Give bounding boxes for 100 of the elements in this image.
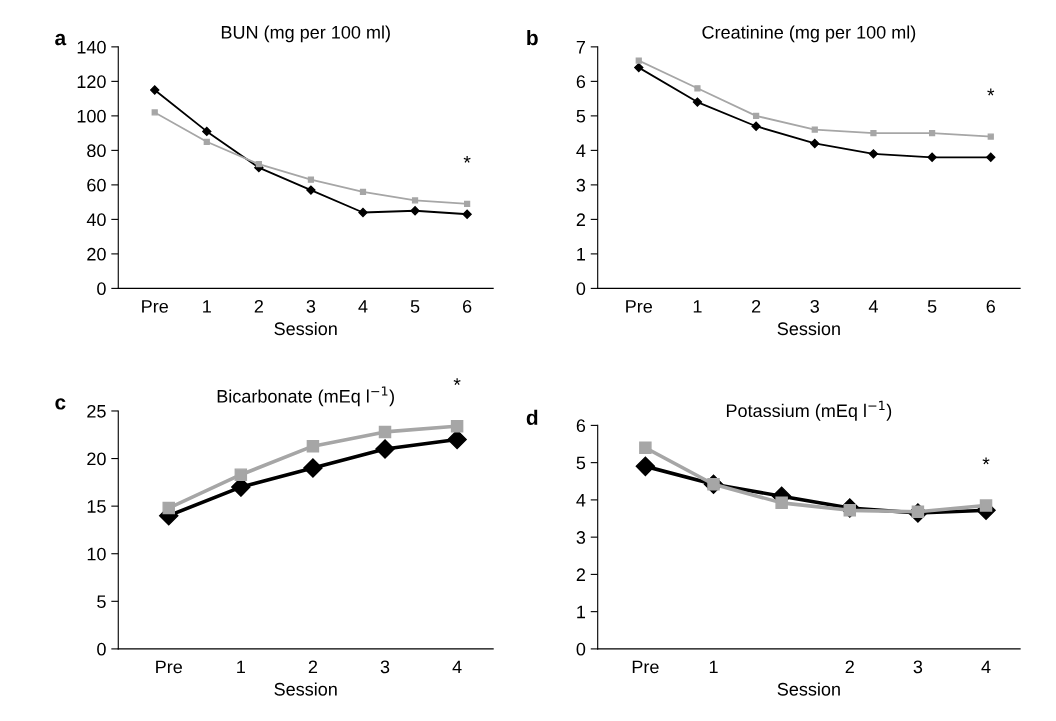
chart-title: Creatinine (mg per 100 ml) <box>702 25 916 43</box>
y-tick-label: 15 <box>87 500 106 513</box>
annotation: * <box>463 155 471 163</box>
point <box>450 419 464 433</box>
point <box>411 197 419 204</box>
y-tick-label: 2 <box>576 213 585 226</box>
annotation: * <box>987 88 995 96</box>
point <box>811 126 818 133</box>
point <box>928 130 936 137</box>
x-tick-label: 3 <box>810 299 819 313</box>
point <box>775 496 788 510</box>
x-tick-label: 3 <box>306 299 316 313</box>
point <box>870 130 877 137</box>
point <box>203 138 210 145</box>
y-tick-label: 140 <box>77 40 106 54</box>
point <box>810 138 820 149</box>
text: b <box>527 29 538 46</box>
y-tick-label: 20 <box>87 247 106 261</box>
point <box>151 109 158 116</box>
text: * <box>453 378 461 386</box>
point <box>306 185 316 195</box>
x-tick-label: 1 <box>203 300 211 313</box>
point <box>255 161 262 168</box>
point <box>751 121 761 131</box>
x-tick-label: 4 <box>981 660 991 674</box>
chart-title: BUN (mg per 100 ml) <box>221 25 390 43</box>
point <box>463 200 471 207</box>
x-tick-label: Pre <box>142 300 168 313</box>
y-tick-label: 0 <box>97 282 106 296</box>
y-tick-label: 80 <box>87 144 106 158</box>
y-tick-label: 3 <box>576 531 586 544</box>
x-axis-title: Session <box>274 682 337 696</box>
x-tick-label: 5 <box>410 300 420 313</box>
y-tick-label: 4 <box>576 144 586 157</box>
point <box>692 97 703 107</box>
x-tick-label: 3 <box>913 660 923 674</box>
x-tick-label: Pre <box>632 660 659 674</box>
point <box>868 149 879 159</box>
y-tick-label: 60 <box>87 178 106 192</box>
y-tick-label: 6 <box>576 75 586 89</box>
x-tick-label: 4 <box>452 660 462 674</box>
x-tick-label: 2 <box>751 299 761 313</box>
point <box>447 429 467 450</box>
text: a <box>55 33 67 46</box>
y-tick-label: 0 <box>97 642 106 656</box>
point <box>462 209 472 219</box>
text: c <box>55 398 66 410</box>
point <box>307 176 315 183</box>
point <box>986 152 996 162</box>
x-tick-label: 2 <box>308 660 318 674</box>
point <box>162 501 175 515</box>
point <box>752 112 760 120</box>
y-tick-label: 0 <box>576 282 586 296</box>
chart-title: Bicarbonate (mEq l$^{−1}$) <box>217 386 394 407</box>
y-tick-label: 3 <box>576 178 586 192</box>
point <box>927 152 937 162</box>
y-tick-label: 20 <box>87 452 106 466</box>
x-tick-label: 4 <box>358 300 368 313</box>
point <box>639 441 652 454</box>
text: d <box>526 409 538 426</box>
x-tick-label: Pre <box>156 660 182 674</box>
point <box>234 468 248 481</box>
y-tick-label: 7 <box>576 40 585 54</box>
point <box>378 425 392 439</box>
point <box>303 458 323 478</box>
y-tick-label: 5 <box>576 110 586 123</box>
point <box>150 85 160 95</box>
x-tick-label: 2 <box>845 660 854 674</box>
x-tick-label: 3 <box>380 660 390 674</box>
point <box>410 206 420 216</box>
x-tick-label: 6 <box>986 299 995 313</box>
x-tick-label: Pre <box>626 300 653 313</box>
x-tick-label: 1 <box>693 300 702 313</box>
x-tick-label: 1 <box>237 660 245 674</box>
point <box>202 126 212 137</box>
point <box>635 57 642 64</box>
point <box>694 85 701 92</box>
y-tick-label: 40 <box>86 213 106 227</box>
annotation: * <box>982 457 990 465</box>
point <box>987 133 994 140</box>
x-tick-label: 1 <box>709 660 718 674</box>
point <box>375 439 395 459</box>
x-tick-label: 4 <box>868 300 878 313</box>
x-axis-title: Session <box>274 321 337 336</box>
point <box>358 207 368 218</box>
y-tick-label: 0 <box>576 642 586 656</box>
x-tick-label: 6 <box>463 299 472 313</box>
y-tick-label: 5 <box>97 595 106 609</box>
y-tick-label: 6 <box>576 419 586 433</box>
x-axis-title: Session <box>777 321 840 336</box>
x-tick-label: 2 <box>254 299 263 313</box>
x-tick-label: 5 <box>927 300 937 313</box>
chart-title: Potassium (mEq l$^{−1}$) <box>726 400 892 421</box>
y-tick-label: 100 <box>77 109 106 123</box>
point <box>306 439 320 453</box>
y-tick-label: 120 <box>77 75 106 89</box>
point <box>634 62 644 73</box>
y-tick-label: 1 <box>577 248 586 261</box>
y-tick-label: 10 <box>87 547 106 561</box>
point <box>635 456 656 477</box>
